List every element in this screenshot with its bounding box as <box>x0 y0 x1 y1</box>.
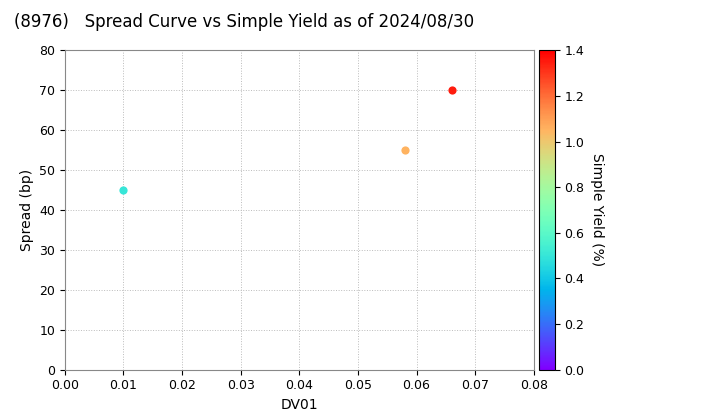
Point <box>446 87 457 94</box>
Y-axis label: Spread (bp): Spread (bp) <box>19 169 34 251</box>
Y-axis label: Simple Yield (%): Simple Yield (%) <box>590 153 604 267</box>
X-axis label: DV01: DV01 <box>281 398 318 412</box>
Point <box>117 186 129 193</box>
Point <box>399 147 410 153</box>
Text: (8976)   Spread Curve vs Simple Yield as of 2024/08/30: (8976) Spread Curve vs Simple Yield as o… <box>14 13 474 31</box>
